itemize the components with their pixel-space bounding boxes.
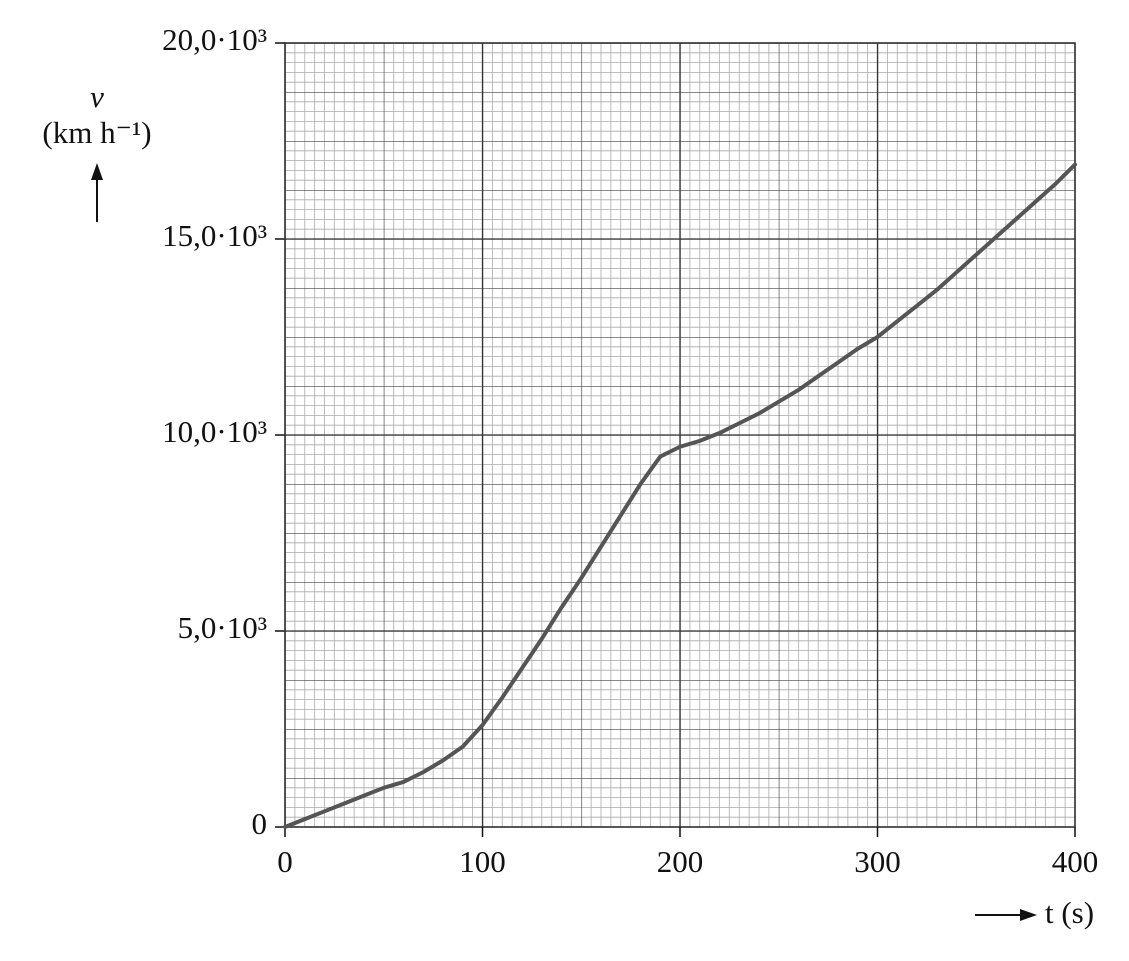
y-tick-label: 15,0·10³ xyxy=(162,218,267,253)
y-tick-label: 10,0·10³ xyxy=(162,414,267,449)
data-line xyxy=(283,162,1077,829)
y-axis-unit: (km h⁻¹) xyxy=(42,115,151,150)
x-tick-label: 100 xyxy=(459,844,506,879)
y-axis-label: v xyxy=(90,79,104,114)
x-arrow xyxy=(975,909,1037,921)
x-tick-label: 300 xyxy=(854,844,901,879)
y-arrow xyxy=(91,163,103,222)
x-axis-label: t (s) xyxy=(1045,895,1094,930)
y-tick-label: 0 xyxy=(252,806,268,841)
x-tick-label: 0 xyxy=(277,844,293,879)
x-tick-label: 400 xyxy=(1052,844,1099,879)
y-tick-label: 5,0·10³ xyxy=(178,610,267,645)
y-tick-label: 20,0·10³ xyxy=(162,22,267,57)
x-tick-label: 200 xyxy=(657,844,704,879)
